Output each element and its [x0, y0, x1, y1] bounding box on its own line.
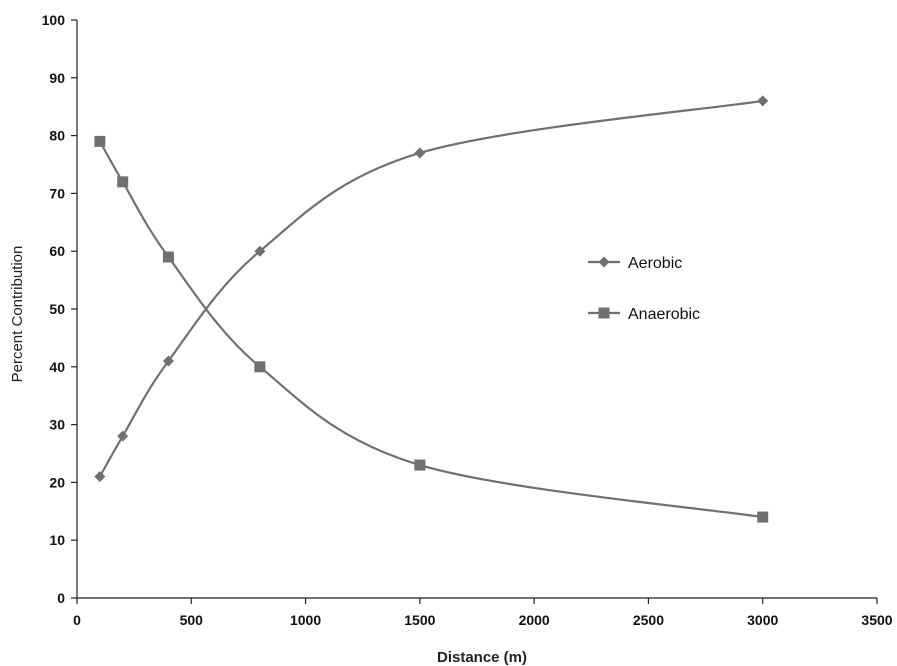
y-tick-label: 100 — [42, 12, 66, 28]
series-line-aerobic — [98, 99, 763, 478]
series-aerobic — [94, 95, 769, 483]
y-tick-label: 60 — [49, 243, 65, 259]
data-point-anaerobic — [162, 251, 174, 263]
x-tick-label: 0 — [73, 612, 81, 628]
y-tick-label: 50 — [49, 301, 65, 317]
x-tick-label: 1500 — [404, 612, 435, 628]
data-point-aerobic — [254, 245, 266, 257]
y-tick-label: 0 — [57, 590, 65, 606]
y-axis-ticks: 0 10 20 30 40 50 60 70 80 90 100 — [42, 12, 77, 606]
legend: Aerobic Anaerobic — [588, 255, 700, 323]
y-tick-label: 20 — [49, 474, 65, 490]
data-point-anaerobic — [414, 459, 426, 471]
data-point-aerobic — [414, 147, 426, 159]
data-point-aerobic — [94, 471, 106, 483]
series-line-anaerobic — [98, 140, 763, 519]
data-point-anaerobic — [94, 135, 106, 147]
x-tick-label: 2000 — [519, 612, 550, 628]
y-tick-label: 10 — [49, 532, 65, 548]
x-tick-label: 2500 — [633, 612, 664, 628]
legend-marker-aerobic — [598, 256, 610, 268]
series-layer — [94, 95, 769, 523]
legend-label-aerobic: Aerobic — [628, 255, 682, 272]
y-axis-title: Percent Contribution — [9, 246, 26, 383]
legend-label-anaerobic: Anaerobic — [628, 306, 700, 323]
data-point-aerobic — [162, 355, 174, 367]
x-tick-label: 1000 — [290, 612, 321, 628]
legend-entry-anaerobic: Anaerobic — [588, 306, 700, 323]
series-anaerobic — [94, 135, 769, 523]
y-tick-label: 80 — [49, 128, 65, 144]
data-point-aerobic — [757, 95, 769, 107]
data-point-anaerobic — [117, 176, 129, 188]
y-tick-label: 70 — [49, 185, 65, 201]
y-tick-label: 40 — [49, 359, 65, 375]
x-axis-title: Distance (m) — [437, 649, 527, 666]
axes — [76, 20, 877, 599]
y-tick-label: 90 — [49, 70, 65, 86]
data-point-anaerobic — [757, 511, 769, 523]
x-axis-ticks: 0 500 1000 1500 2000 2500 3000 3500 — [73, 598, 893, 628]
x-tick-label: 3500 — [861, 612, 892, 628]
legend-entry-aerobic: Aerobic — [588, 255, 682, 272]
legend-marker-anaerobic — [598, 307, 610, 319]
data-point-aerobic — [117, 430, 129, 442]
data-point-anaerobic — [254, 361, 266, 373]
y-tick-label: 30 — [49, 417, 65, 433]
x-tick-label: 3000 — [747, 612, 778, 628]
x-tick-label: 500 — [180, 612, 204, 628]
